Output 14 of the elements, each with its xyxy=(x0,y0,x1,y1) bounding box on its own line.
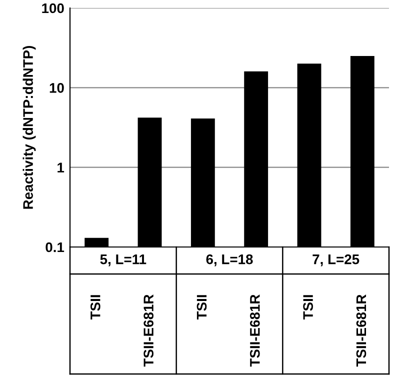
text: 5, L=11 xyxy=(100,254,146,266)
x-tick-label: TSII-E681R xyxy=(144,294,154,367)
x-tick-label: TSII-E681R xyxy=(356,294,366,367)
x-tick-label: TSII-E681R xyxy=(250,294,260,367)
x-tick-label: TSII xyxy=(196,295,207,320)
x-tick-label: TSII xyxy=(90,295,100,320)
y-axis-title: Reactivity (dNTP:ddNTP) xyxy=(22,46,36,209)
text: 6, L=18 xyxy=(206,254,253,266)
text: 7, L=25 xyxy=(312,254,360,266)
y-tick-label: 10 xyxy=(50,83,64,93)
y-tick-label: 1 xyxy=(58,162,64,172)
y-tick-label: 100 xyxy=(42,3,64,14)
y-tick-label: 0.1 xyxy=(46,242,64,252)
x-tick-label: TSII xyxy=(303,295,313,320)
